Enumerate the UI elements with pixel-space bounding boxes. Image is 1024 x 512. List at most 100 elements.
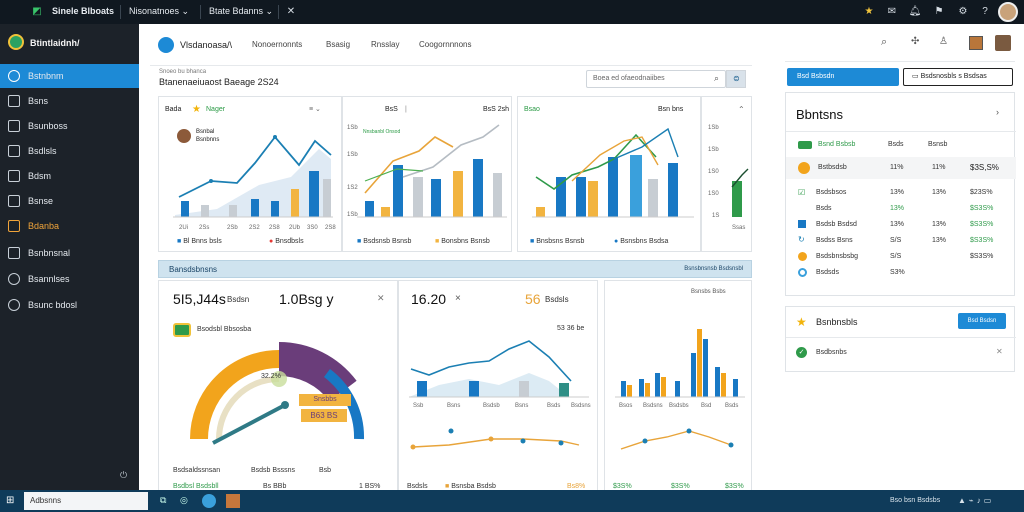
bar-2 [469,381,479,397]
bell-icon[interactable]: 🔔︎ [908,6,922,17]
kpi-value-4: 56 [525,291,541,307]
sidebar-item-6[interactable]: Bsnse [0,189,139,213]
bar-5 [608,157,618,217]
nav-link-4[interactable]: Rnsslay [371,40,400,49]
bar-6 [453,171,463,217]
card2-button[interactable]: Bsd Bsdsn [958,313,1006,329]
legend-item-2: ● Bsnsbns Bsdsa [614,238,669,245]
nav-link-3[interactable]: Bsasig [326,40,351,49]
sidebar-item-10[interactable]: Bsunc bdosl [0,293,139,317]
gauge-arc-blue [323,369,365,440]
help-icon[interactable]: ? [982,6,988,17]
table-row[interactable]: Bsdsbnsbsbg S/S $S3S% [786,249,1016,265]
bar-4 [559,383,569,397]
bar-5 [431,179,441,217]
windows-start-icon[interactable]: ⊞ [6,495,15,506]
line-series [535,133,657,190]
table-row[interactable]: ↻ Bsdss Bsns S/S 13% $S3S% [798,235,994,244]
card1-menu-icon[interactable]: ≡ ⌄ [309,106,321,113]
settings-icon[interactable]: ⚙ [958,6,968,17]
close-icon[interactable]: ✕ [377,293,385,303]
collapse-icon[interactable]: ⌃ [738,105,745,114]
tray-icons[interactable]: ▲⌁♪▭ [958,496,995,505]
nav-link-5[interactable]: Coogornnnons [419,40,472,49]
taskbar-search[interactable]: Adbsnns [24,492,148,510]
refresh-icon: ↻ [798,235,805,244]
bar-2 [627,385,632,397]
chat-icon[interactable]: ◎ [180,495,188,505]
gauge-arc-orange [190,350,280,440]
sidebar-item-3[interactable]: Bsunboss [0,114,139,138]
home-icon [8,70,20,82]
right-table-card: Bbntsns › Bsnd Bsbsb Bsds Bsnsb Bstbsdsb… [785,92,1016,296]
bar-6 [630,155,642,217]
primary-button[interactable]: Bsd Bsbsdn [787,68,899,86]
table-row[interactable]: Bsdsb Bsdsd 13% 13% $S3S% [786,217,1016,233]
star-icon: ★ [796,315,807,329]
bar-4 [413,177,423,217]
bar-7 [675,381,680,397]
user-avatar[interactable] [995,35,1011,51]
app-tile-icon[interactable] [969,36,983,50]
table-row[interactable]: ☑ Bsdsbsos 13% 13% $23S% [798,188,993,197]
breadcrumb[interactable]: Snoeo bu bhanca [159,69,207,75]
bell-icon[interactable]: ♙ [939,36,948,47]
line-point [273,135,277,139]
toggle-icon[interactable] [798,141,812,149]
menu-dropdown-2[interactable]: Btate Bdanns ⌄ [209,6,274,16]
bar-4 [251,199,259,217]
browser-icon[interactable] [202,494,216,508]
bar-3 [576,177,586,217]
table-row[interactable]: Bstbsdsb 11% 11% $3S,S% [786,157,1016,179]
kpi-card-3: Bsnsbs Bsbs Bsos Bsdsns Bsdsbs Bsd Bsds [604,280,752,500]
chart-card-2: BsS | BsS 2sh Nnsbanbl Onsod 1Sb 1Sb 1S2… [342,96,512,252]
sidebar-item-8[interactable]: Bsnbnsnal [0,241,139,265]
chart-card-3: Bsao Bsn bns ■ Bnsbsns Bsnsb ● Bsnsbns B… [517,96,701,252]
chat-icon[interactable]: ✉ [887,6,897,17]
bar-4 [588,181,598,217]
close-icon[interactable]: ✕ [996,347,1003,356]
bar-5 [655,373,660,397]
puzzle-icon[interactable]: ✣ [911,36,920,47]
app-logo-icon: ◩ [32,6,42,17]
sidebar-item-dashboard[interactable]: Bstnbnm [0,64,139,88]
power-icon[interactable]: ⏻ [120,470,128,480]
user-icon [798,162,810,174]
card2-divider: | [405,106,407,113]
sidebar-item-4[interactable]: Bsdlsls [0,139,139,163]
secondary-button[interactable]: ▭ Bsdsnosbls s Bsdsas [903,68,1013,86]
star-icon: ★ [192,104,201,115]
bar-3 [639,379,644,397]
sidebar-item-7[interactable]: Bdanba [0,214,139,238]
sidebar-item-9[interactable]: Bsannlses [0,267,139,291]
folder-icon [8,95,20,107]
search-icon[interactable]: ⌕ [881,36,888,48]
task-view-icon[interactable]: ⧉ [160,495,167,505]
user-avatar[interactable] [998,2,1018,22]
clock-icon [798,252,807,261]
app-icon[interactable] [226,494,240,508]
sidebar-item-5[interactable]: Bdsm [0,164,139,188]
star-icon[interactable]: ★ [864,6,874,17]
menu-dropdown-1[interactable]: Nisonatnoes ⌄ [129,6,190,16]
legend-item-2: ■ Bonsbns Bsnsb [435,238,490,245]
info-icon [798,268,807,277]
nav-link-2[interactable]: Nonoernonnts [252,40,303,49]
table-row[interactable]: Bsds 13% $S3S% [816,205,994,212]
grid-icon [8,120,20,132]
kpi-bar-chart [615,329,745,450]
gauge-marker [271,371,287,387]
bar-2 [381,207,390,217]
filter-button[interactable]: ⊜ [726,70,746,88]
bar-2 [556,177,566,217]
bar-9 [697,329,702,397]
nav-link-1[interactable]: Vlsdanoasa/\ [180,40,233,50]
close-icon[interactable]: ✕ [286,6,296,17]
sidebar-item-2[interactable]: Bsns [0,89,139,113]
table-row[interactable]: Bsdsds S3% [786,265,1016,281]
chevron-right-icon[interactable]: › [996,107,999,117]
flag-icon[interactable]: ⚑ [934,6,944,17]
settings-icon [8,299,20,311]
bar-8 [323,179,331,217]
search-input[interactable]: Boea ed ofaeodnaiibes ⌕ [586,70,726,88]
